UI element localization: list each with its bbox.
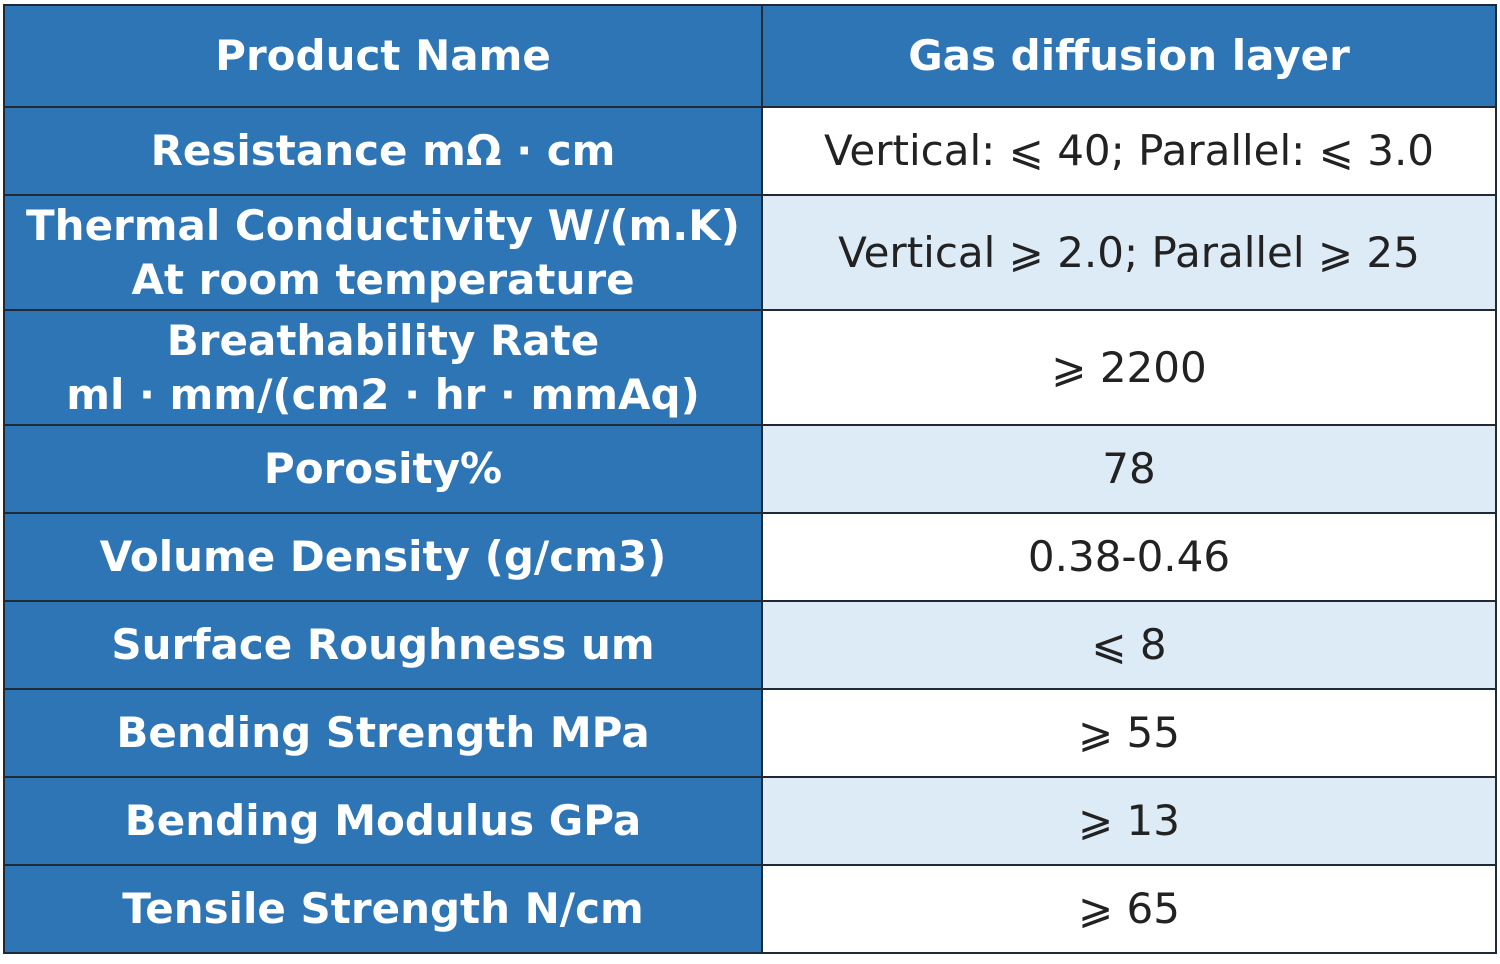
value-cell: 78 — [761, 424, 1497, 514]
table-row: Resistance mΩ · cm Vertical: ⩽ 40; Parall… — [3, 106, 1497, 196]
label-cell: Breathability Rate ml · mm/(cm2 · hr · mm… — [3, 309, 763, 426]
label-line: Bending Modulus GPa — [124, 796, 642, 845]
table-row: Surface Roughness um ⩽ 8 — [3, 600, 1497, 690]
table-row: Bending Strength MPa ⩾ 55 — [3, 688, 1497, 778]
label-line: At room temperature — [131, 254, 635, 304]
label-line: Volume Density (g/cm3) — [99, 532, 667, 581]
label-line: ml · mm/(cm2 · hr · mmAq) — [66, 369, 700, 419]
label-line: Bending Strength MPa — [116, 708, 650, 757]
label-cell: Bending Modulus GPa — [3, 776, 763, 866]
label-cell: Porosity% — [3, 424, 763, 514]
table-row: Thermal Conductivity W/(m.K) At room temp… — [3, 194, 1497, 311]
table-body: Product Name Gas diffusion layer Resista… — [3, 4, 1497, 954]
table-row: Porosity% 78 — [3, 424, 1497, 514]
table-row: Bending Modulus GPa ⩾ 13 — [3, 776, 1497, 866]
value-cell: 0.38-0.46 — [761, 512, 1497, 602]
value-cell: Vertical: ⩽ 40; Parallel: ⩽ 3.0 — [761, 106, 1497, 196]
label-line: Porosity% — [263, 444, 503, 493]
label-line: Surface Roughness um — [111, 620, 655, 669]
label-cell: Surface Roughness um — [3, 600, 763, 690]
table-row: Volume Density (g/cm3) 0.38-0.46 — [3, 512, 1497, 602]
table-row: Breathability Rate ml · mm/(cm2 · hr · mm… — [3, 309, 1497, 426]
label-line: Thermal Conductivity W/(m.K) — [26, 200, 740, 250]
value-cell: ⩾ 65 — [761, 864, 1497, 954]
value-cell: ⩽ 8 — [761, 600, 1497, 690]
label-line: Breathability Rate — [166, 315, 600, 365]
label-cell: Tensile Strength N/cm — [3, 864, 763, 954]
spec-table: Product Name Gas diffusion layer Resista… — [3, 4, 1497, 954]
value-cell: ⩾ 55 — [761, 688, 1497, 778]
label-cell: Thermal Conductivity W/(m.K) At room temp… — [3, 194, 763, 311]
label-cell: Resistance mΩ · cm — [3, 106, 763, 196]
value-cell: Vertical ⩾ 2.0; Parallel ⩾ 25 — [761, 194, 1497, 311]
label-cell: Volume Density (g/cm3) — [3, 512, 763, 602]
label-cell: Bending Strength MPa — [3, 688, 763, 778]
header-cell: Gas diffusion layer — [761, 4, 1497, 108]
header-row: Product Name Gas diffusion layer — [3, 4, 1497, 108]
label-line: Resistance mΩ · cm — [150, 126, 616, 175]
table-row: Tensile Strength N/cm ⩾ 65 — [3, 864, 1497, 954]
header-cell: Product Name — [3, 4, 763, 108]
value-cell: ⩾ 2200 — [761, 309, 1497, 426]
value-cell: ⩾ 13 — [761, 776, 1497, 866]
label-line: Tensile Strength N/cm — [122, 884, 644, 933]
